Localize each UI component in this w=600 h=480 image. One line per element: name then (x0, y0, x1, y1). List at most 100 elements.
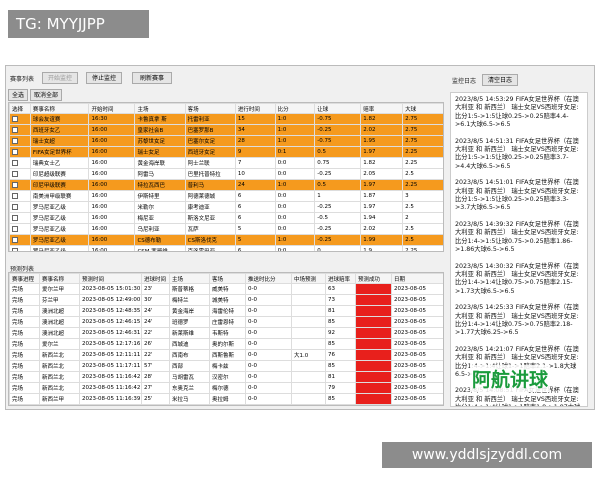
tab[interactable]: 全选 (8, 89, 28, 101)
match-row: FIFA女足世界杯 16:00 瑞士女足 西班牙女足 9 0:1 0.5 1.97 2.25 (9, 146, 443, 158)
cell: 完场 (9, 283, 40, 295)
cell: 15 (234, 113, 276, 125)
cell: -0.25 (314, 223, 362, 235)
checkbox[interactable] (12, 159, 18, 166)
cell: 2023-08-05 (391, 382, 443, 394)
cell: 特拉瓦西巴 (134, 179, 186, 191)
cell: 1.95 (360, 135, 404, 147)
cell: 韦斯特 (209, 327, 246, 339)
match-row: 罗马尼亚乙级 16:00 CSM 塞哥维 克洛霍巴亚 6 0:0 0 1.9 2.25 (9, 245, 443, 251)
checkbox[interactable] (12, 247, 18, 251)
cell: 29' (141, 404, 170, 405)
cell: 瓦萨 (184, 223, 236, 235)
cell: 0:0 (274, 212, 316, 224)
cell: 2023-08-05 11:16:39 (79, 393, 142, 405)
cell: 16:00 (88, 234, 136, 246)
panel-title: 预测列表 (10, 266, 35, 273)
predict-row: 完场 新西兰甲 2023-08-05 11:16:39 25' 米拉马 奥拉姆 0-0 85 2… (9, 393, 443, 405)
cell: 1:0 (274, 179, 316, 191)
cell: 0:0 (274, 190, 316, 202)
cell: 苏黎世女足 (134, 135, 186, 147)
checkbox[interactable] (12, 225, 18, 232)
button[interactable]: 开始监控 (42, 72, 78, 84)
cell: 康考迪亚 (184, 201, 236, 213)
checkbox[interactable] (12, 236, 18, 243)
cell: -0.25 (314, 234, 362, 246)
checkbox[interactable] (12, 203, 18, 210)
cell: 22' (141, 349, 170, 361)
cell: 西部 (169, 360, 210, 372)
match-row: 西班牙女乙 16:00 皇家社会B 巴塞罗那B 34 1:0 -0.25 2.02 2.75 (9, 124, 443, 136)
cell: 2023-08-05 15:01:30 (79, 283, 142, 295)
cell: 0-0 (245, 283, 292, 295)
checkbox[interactable] (12, 170, 18, 177)
cell: 2023-08-05 (391, 349, 443, 361)
button[interactable]: 清空日志 (482, 74, 518, 86)
cell: 0:0 (274, 157, 316, 169)
header-cell: 推送时比分 (245, 273, 292, 284)
tab[interactable]: 取消全部 (30, 89, 62, 101)
cell: 奥拉姆 (209, 393, 246, 405)
checkbox[interactable] (12, 115, 18, 122)
cell: 0:0 (274, 223, 316, 235)
match-row: 瑞士女超 16:00 苏黎世女足 巴塞尔女足 28 1:0 -0.75 1.95 2.75 (9, 135, 443, 147)
cell: 瑞士女超 (29, 135, 90, 147)
cell: 27' (141, 382, 170, 394)
button[interactable]: 刷新赛事 (132, 72, 172, 84)
header-cell: 主场 (134, 103, 186, 114)
checkbox[interactable] (12, 192, 18, 199)
cell: 新西兰北 (39, 371, 80, 383)
cell: 34 (234, 124, 276, 136)
cell: CS斯洛伐克 (184, 234, 236, 246)
cell: 0:0 (274, 245, 316, 251)
cell: 0-0 (245, 393, 292, 405)
cell: 2023-08-05 (391, 338, 443, 350)
match-row: 南美洲甲级联赛 16:00 伊斯特里 阿德莱德城 6 0:0 1 1.87 3 (9, 190, 443, 202)
cell: 阿德莱德城 (184, 190, 236, 202)
select-cell (9, 168, 31, 180)
cell: 梅尼亚 (134, 212, 186, 224)
header-cell: 让球 (314, 103, 362, 114)
log-entry: 2023/8/5 14:30:32 FIFA女足世界杯（在澳大利亚 和 新西兰）… (455, 262, 579, 295)
button[interactable]: 停止监控 (86, 72, 122, 84)
predict-row: 完场 澳洲北超 2023-08-05 12:48:35 24' 黄金海岸 海雷伦特 0-0 8… (9, 305, 443, 317)
cell: 5 (234, 223, 276, 235)
cell: 2023-08-05 (391, 404, 443, 405)
cell: 2.02 (360, 124, 404, 136)
checkbox[interactable] (12, 181, 18, 188)
cell: 新西兰北 (39, 360, 80, 372)
cell: 0-0 (245, 349, 292, 361)
select-cell (9, 157, 31, 169)
cell: 乌尼利亚 (134, 223, 186, 235)
cell: 24 (234, 179, 276, 191)
cell: 0-0 (245, 294, 292, 306)
cell: CS德布勒 (134, 234, 186, 246)
match-table: 选择 赛事名称 开始时间 主场 客场 进行时间 比分 让球 赔率 大球 球会友谊赛 16:30 卡鲁真拿… (9, 103, 443, 251)
cell: 0-0 (245, 338, 292, 350)
cell: 0 (314, 245, 362, 251)
predict-row: 完场 新西兰北 2023-08-05 11:16:42 28' 马胡雷瓦 汉密尔 0-0 81… (9, 371, 443, 383)
cell: 米勒尔 (134, 201, 186, 213)
cell: 2023-08-05 11:16:42 (79, 382, 142, 394)
checkbox[interactable] (12, 126, 18, 133)
header-cell: 进行时间 (234, 103, 276, 114)
cell: 85 (325, 338, 356, 350)
header-cell: 进球时间 (141, 273, 170, 284)
cell: 瑞典女士乙 (29, 157, 90, 169)
checkbox[interactable] (12, 214, 18, 221)
match-row: 印尼甲级联赛 16:00 特拉瓦西巴 普利马 24 1:0 0.5 1.97 2.25 (9, 179, 443, 191)
predict-row: 完场中北美杯2023-08-05 09:24:3929'托卢卡梅萨0-0 74 20… (9, 404, 443, 405)
cell: 托雷利亚 (184, 113, 236, 125)
cell: 完场 (9, 393, 40, 405)
cell: 马胡雷瓦 (169, 371, 210, 383)
match-row: 球会友谊赛 16:30 卡鲁真拿 斯托雷利亚 15 1:0 -0.75 1.82 2.75 (9, 113, 443, 125)
checkbox[interactable] (12, 137, 18, 144)
cell: 斯洛文尼亚 (184, 212, 236, 224)
match-row: 罗马尼亚乙级 16:00 乌尼利亚 瓦萨 5 0:0 -0.25 2.02 2.5 (9, 223, 443, 235)
log-entry: 2023/8/5 14:39:32 FIFA女足世界杯（在澳大利亚 和 新西兰）… (455, 220, 579, 254)
cell: 81 (325, 371, 356, 383)
checkbox[interactable] (12, 148, 18, 155)
cell: 伊斯特里 (134, 190, 186, 202)
cell: 63 (325, 283, 356, 295)
watermark: www.yddlsjzyddl.com (382, 442, 592, 468)
